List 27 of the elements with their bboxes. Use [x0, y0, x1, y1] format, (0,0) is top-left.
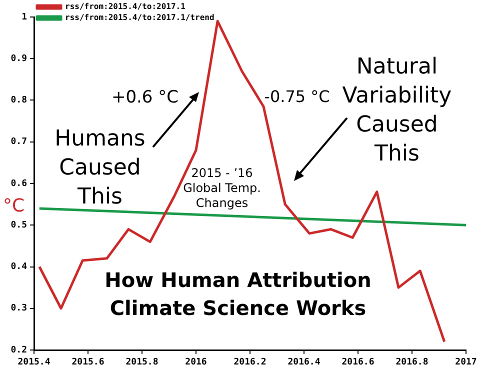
- x-tick-label: 2016.2: [234, 358, 266, 368]
- y-axis-title: °C: [3, 196, 25, 217]
- annotation: Humans Caused This: [54, 126, 146, 210]
- y-tick-label: 0.9: [10, 54, 27, 64]
- x-tick-label: 2016: [185, 358, 207, 368]
- y-tick-label: 0.5: [10, 220, 27, 230]
- y-tick-label: 0.6: [10, 178, 27, 189]
- y-tick-label: 0.8: [10, 96, 27, 106]
- annotation: 2015 - ’16 Global Temp. Changes: [183, 166, 261, 210]
- y-tick-label: 0.3: [10, 304, 27, 314]
- y-tick-label: 1: [22, 12, 27, 22]
- x-tick-label: 2016.6: [342, 358, 374, 368]
- y-tick-label: 0.4: [10, 262, 28, 272]
- annotation: How Human Attribution Climate Science Works: [104, 268, 372, 320]
- legend-label: rss/from:2015.4/to:2017.1: [65, 2, 186, 12]
- legend-label: rss/from:2015.4/to:2017.1/trend: [65, 13, 214, 22]
- x-tick-label: 2016.8: [396, 358, 428, 368]
- annotation: Natural Variability Caused This: [342, 54, 452, 167]
- x-tick-label: 2017: [455, 358, 477, 368]
- annotation: -0.75 °C: [264, 87, 330, 106]
- x-tick-label: 2015.4: [18, 358, 51, 368]
- x-tick-label: 2016.4: [288, 358, 321, 368]
- y-tick-label: 0.2: [10, 345, 27, 356]
- x-tick-label: 2015.6: [72, 358, 104, 368]
- annotation: +0.6 °C: [111, 87, 179, 108]
- y-tick-label: 0.7: [10, 137, 27, 148]
- x-tick-label: 2015.8: [126, 358, 158, 368]
